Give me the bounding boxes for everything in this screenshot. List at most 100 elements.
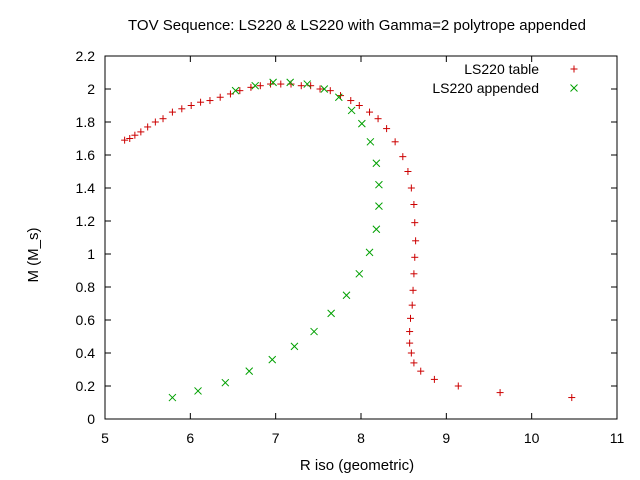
legend-label-ls220-table: LS220 table (464, 61, 539, 77)
data-point (178, 105, 186, 113)
x-tick-label: 7 (272, 430, 280, 446)
data-point (417, 367, 425, 375)
data-point (407, 184, 415, 192)
data-point (221, 378, 230, 387)
y-tick-label: 0.8 (76, 279, 96, 295)
y-tick-label: 1.8 (76, 114, 96, 130)
x-tick-label: 9 (442, 430, 450, 446)
y-tick-label: 0 (87, 411, 95, 427)
data-point (496, 389, 504, 397)
data-point (404, 168, 412, 175)
data-point (355, 102, 363, 109)
data-point (137, 128, 145, 136)
data-point (342, 291, 351, 300)
data-point (365, 248, 374, 257)
data-point (245, 367, 254, 376)
data-point (407, 349, 415, 357)
data-point (326, 87, 334, 95)
data-point (303, 80, 312, 88)
data-point (144, 123, 152, 131)
legend-marker-ls220-table (570, 65, 578, 73)
data-point (131, 131, 139, 139)
data-point (151, 118, 159, 126)
legend-label-ls220-appended: LS220 appended (432, 80, 539, 96)
x-tick-label: 6 (186, 430, 194, 446)
data-point (406, 314, 414, 322)
chart-title: TOV Sequence: LS220 & LS220 with Gamma=2… (128, 17, 586, 34)
legend-marker-ls220-appended (570, 84, 578, 92)
data-point (366, 137, 375, 146)
data-point (406, 328, 414, 336)
data-point (297, 82, 305, 90)
data-point (399, 153, 407, 161)
data-point (267, 80, 275, 88)
data-point (236, 87, 244, 95)
y-tick-label: 2 (87, 81, 95, 97)
data-point (372, 225, 381, 234)
data-point (197, 98, 205, 106)
data-point (355, 269, 364, 278)
y-tick-label: 1.4 (76, 180, 96, 196)
x-axis-title: R iso (geometric) (300, 457, 414, 474)
x-tick-label: 5 (101, 430, 109, 446)
y-tick-label: 2.2 (76, 48, 96, 64)
data-point (347, 97, 355, 105)
data-point (327, 309, 335, 318)
series-1 (168, 78, 383, 402)
data-point (391, 138, 399, 146)
y-tick-label: 0.2 (76, 378, 96, 394)
data-point (316, 85, 324, 93)
data-point (187, 102, 195, 109)
axis-tick-labels: 5 6 7 8 9 10 11 0 0.2 0.4 0.6 0.8 1 1.2 1.4 1.6 1.8 2 2.2 (76, 48, 625, 446)
data-point (320, 85, 329, 93)
data-point (411, 253, 419, 261)
data-point (168, 108, 176, 116)
data-point (334, 93, 343, 102)
data-point (454, 382, 462, 390)
data-point (277, 80, 285, 88)
axis-ticks (104, 55, 618, 420)
y-tick-label: 1.2 (76, 213, 96, 229)
data-point (121, 136, 129, 144)
data-point (286, 78, 295, 87)
data-point (256, 82, 264, 90)
legend-marker-symbol (570, 84, 578, 92)
data-point (231, 86, 240, 95)
x-tick-label: 10 (524, 430, 540, 446)
data-point (406, 339, 414, 347)
data-point (206, 97, 214, 105)
data-point (290, 342, 299, 351)
data-point (269, 78, 277, 87)
data-point (216, 93, 224, 101)
legend: LS220 table LS220 appended (432, 61, 578, 96)
x-tick-label: 8 (357, 430, 365, 446)
data-point (411, 219, 419, 227)
data-point (410, 270, 418, 278)
data-point (372, 159, 381, 168)
data-point (568, 394, 576, 402)
data-point (410, 201, 418, 208)
x-tick-label: 11 (610, 430, 625, 446)
data-point (412, 237, 420, 245)
data-point (194, 387, 202, 395)
data-point (410, 359, 418, 367)
data-point (430, 375, 438, 383)
y-tick-label: 1.6 (76, 147, 96, 163)
y-tick-label: 0.6 (76, 312, 96, 328)
y-tick-label: 0.4 (76, 345, 96, 361)
data-point (268, 355, 277, 364)
data-point (168, 393, 177, 402)
data-point (251, 81, 260, 90)
data-point (357, 119, 366, 128)
y-axis-title: M (M_s) (25, 228, 42, 283)
legend-marker-symbol (570, 65, 578, 73)
data-point (366, 108, 374, 116)
data-point (409, 286, 417, 294)
y-tick-label: 1 (87, 246, 95, 262)
series-layer (121, 78, 576, 402)
data-point (383, 125, 391, 133)
data-point (374, 115, 382, 123)
data-point (126, 135, 134, 142)
data-point (408, 301, 416, 309)
